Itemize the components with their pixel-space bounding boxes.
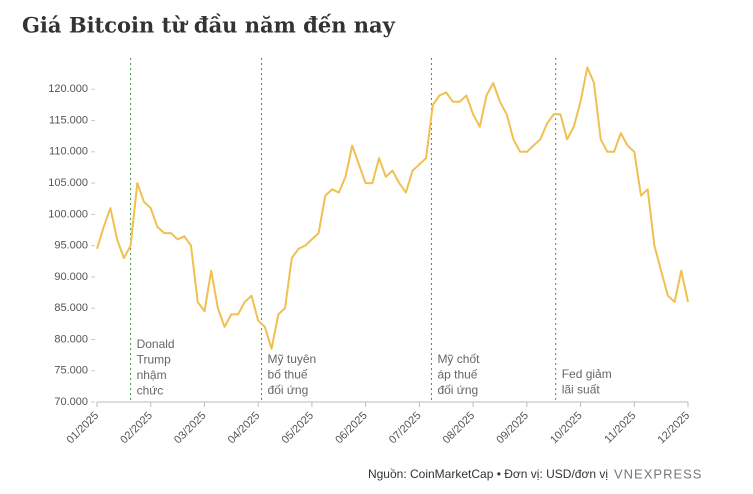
annotation-text: Trump — [137, 353, 172, 367]
annotation-text: lãi suất — [562, 383, 601, 397]
y-tick-label: 115.000 — [49, 114, 88, 126]
annotation-text: Mỹ chốt — [437, 352, 480, 366]
x-tick-label: 05/2025 — [279, 410, 316, 447]
y-tick-label: 95.000 — [54, 240, 88, 252]
x-tick-label: 09/2025 — [494, 410, 531, 447]
annotation-text: bố thuế — [268, 368, 308, 382]
price-line — [96, 66, 689, 350]
y-tick-label: 85.000 — [54, 302, 88, 314]
y-tick-label: 70.000 — [54, 396, 88, 408]
annotation-text: đối ứng — [268, 383, 309, 397]
annotation-text: Fed giảm — [562, 367, 612, 381]
y-tick-label: 110.000 — [49, 146, 88, 158]
x-tick-label: 07/2025 — [387, 410, 424, 447]
y-tick-label: 90.000 — [54, 271, 88, 283]
x-tick-label: 10/2025 — [548, 410, 585, 447]
x-tick-label: 02/2025 — [118, 410, 155, 447]
y-tick-label: 75.000 — [54, 365, 88, 377]
annotation-text: Mỹ tuyên — [268, 352, 317, 366]
annotation-text: đối ứng — [437, 383, 478, 397]
source: Nguồn: CoinMarketCap • Đơn vị: USD/đơn v… — [368, 467, 608, 481]
x-tick-label: 04/2025 — [226, 410, 263, 447]
annotation-text: áp thuế — [437, 368, 477, 382]
annotation-text: nhậm — [137, 368, 167, 382]
y-tick-label: 80.000 — [54, 333, 88, 345]
logo: VNEXPRESS — [614, 466, 702, 481]
x-tick-label: 11/2025 — [602, 410, 638, 446]
annotation-text: chức — [137, 384, 164, 398]
annotation-text: Donald — [137, 337, 175, 351]
x-tick-label: 01/2025 — [65, 410, 102, 447]
x-tick-label: 03/2025 — [172, 410, 209, 447]
x-tick-label: 08/2025 — [441, 410, 478, 447]
y-tick-label: 100.000 — [48, 208, 88, 220]
y-tick-label: 105.000 — [48, 177, 88, 189]
chart-title: Giá Bitcoin từ đầu năm đến nay — [22, 13, 396, 38]
x-tick-label: 06/2025 — [333, 410, 370, 447]
y-tick-label: 120.000 — [48, 83, 88, 95]
x-tick-label: 12/2025 — [656, 410, 693, 447]
